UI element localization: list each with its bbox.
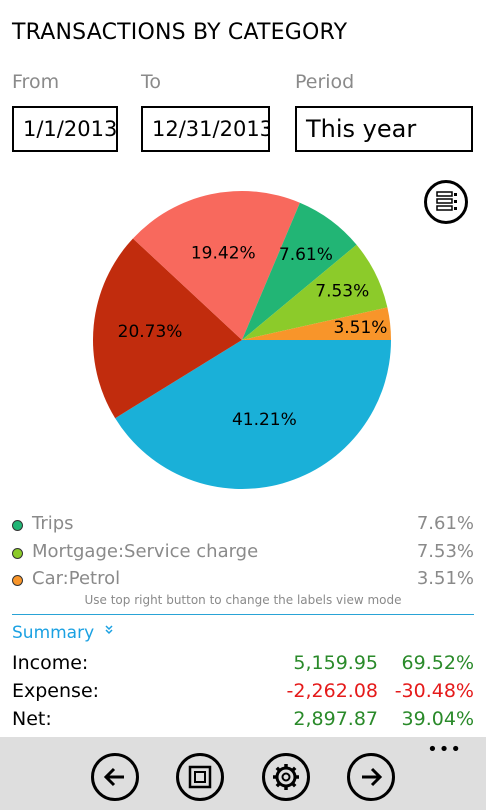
app-bar: ••• — [0, 737, 486, 810]
gear-icon — [273, 764, 299, 790]
arrow-left-icon — [103, 767, 124, 787]
legend-dot — [12, 575, 23, 586]
divider — [12, 614, 474, 615]
net-label: Net: — [12, 708, 52, 730]
pie-slice-label: 19.42% — [191, 244, 256, 264]
expense-label: Expense: — [12, 680, 100, 702]
summary-row-income: Income: 5,159.95 69.52% — [12, 652, 474, 680]
legend-name: Car:Petrol — [32, 568, 121, 589]
legend-dot — [12, 548, 23, 559]
pie-slice-label: 7.61% — [279, 245, 333, 265]
settings-button[interactable] — [262, 753, 310, 801]
summary-row-net: Net: 2,897.87 39.04% — [12, 708, 474, 736]
arrow-right-icon — [362, 767, 383, 787]
legend-percent: 7.53% — [416, 541, 474, 562]
pie-slice-label: 7.53% — [315, 282, 369, 302]
pie-slice — [242, 244, 388, 340]
to-date-field[interactable]: 12/31/2013 — [141, 106, 270, 152]
summary-label: Summary — [12, 623, 95, 643]
chevron-down-icon — [105, 625, 113, 635]
expense-amount: -2,262.08 — [286, 680, 378, 702]
legend-item: Car:Petrol 3.51% — [12, 568, 474, 592]
expense-percent: -30.48% — [394, 680, 474, 702]
income-label: Income: — [12, 652, 89, 674]
page-icon — [188, 765, 212, 789]
pie-slice — [132, 191, 300, 340]
legend-percent: 3.51% — [416, 568, 474, 589]
income-percent: 69.52% — [401, 652, 474, 674]
pie-slice-label: 3.51% — [333, 318, 387, 338]
pie-chart: 41.21% 20.73% 19.42% 7.61% 7.53% 3.51% — [92, 191, 392, 489]
legend-item: Mortgage:Service charge 7.53% — [12, 541, 474, 565]
to-label: To — [141, 71, 162, 93]
page-button[interactable] — [176, 753, 224, 801]
from-date-field[interactable]: 1/1/2013 — [12, 106, 118, 152]
pie-slice — [115, 340, 392, 489]
pie-slice — [242, 307, 391, 340]
next-button[interactable] — [347, 753, 395, 801]
page-title: TRANSACTIONS BY CATEGORY — [12, 20, 348, 45]
label-mode-button[interactable] — [424, 180, 468, 224]
income-amount: 5,159.95 — [293, 652, 378, 674]
legend-dot — [12, 520, 23, 531]
legend-percent: 7.61% — [416, 513, 474, 534]
pie-slice — [242, 202, 357, 340]
legend-name: Mortgage:Service charge — [32, 541, 259, 562]
summary-row-expense: Expense: -2,262.08 -30.48% — [12, 680, 474, 708]
pie-slice-label: 20.73% — [118, 322, 183, 342]
pie-slice-label: 41.21% — [232, 410, 297, 430]
legend-name: Trips — [32, 513, 74, 534]
legend-item: Trips 7.61% — [12, 513, 474, 537]
pie-slice — [92, 238, 242, 419]
period-label: Period — [295, 71, 355, 93]
more-options-button[interactable]: ••• — [427, 739, 462, 760]
labels-hint: Use top right button to change the label… — [84, 593, 402, 607]
period-selector[interactable]: This year — [295, 106, 473, 152]
summary-toggle[interactable]: Summary — [12, 623, 114, 643]
net-amount: 2,897.87 — [293, 708, 378, 730]
net-percent: 39.04% — [401, 708, 474, 730]
list-view-icon — [436, 191, 457, 211]
previous-button[interactable] — [91, 753, 139, 801]
from-label: From — [12, 71, 60, 93]
